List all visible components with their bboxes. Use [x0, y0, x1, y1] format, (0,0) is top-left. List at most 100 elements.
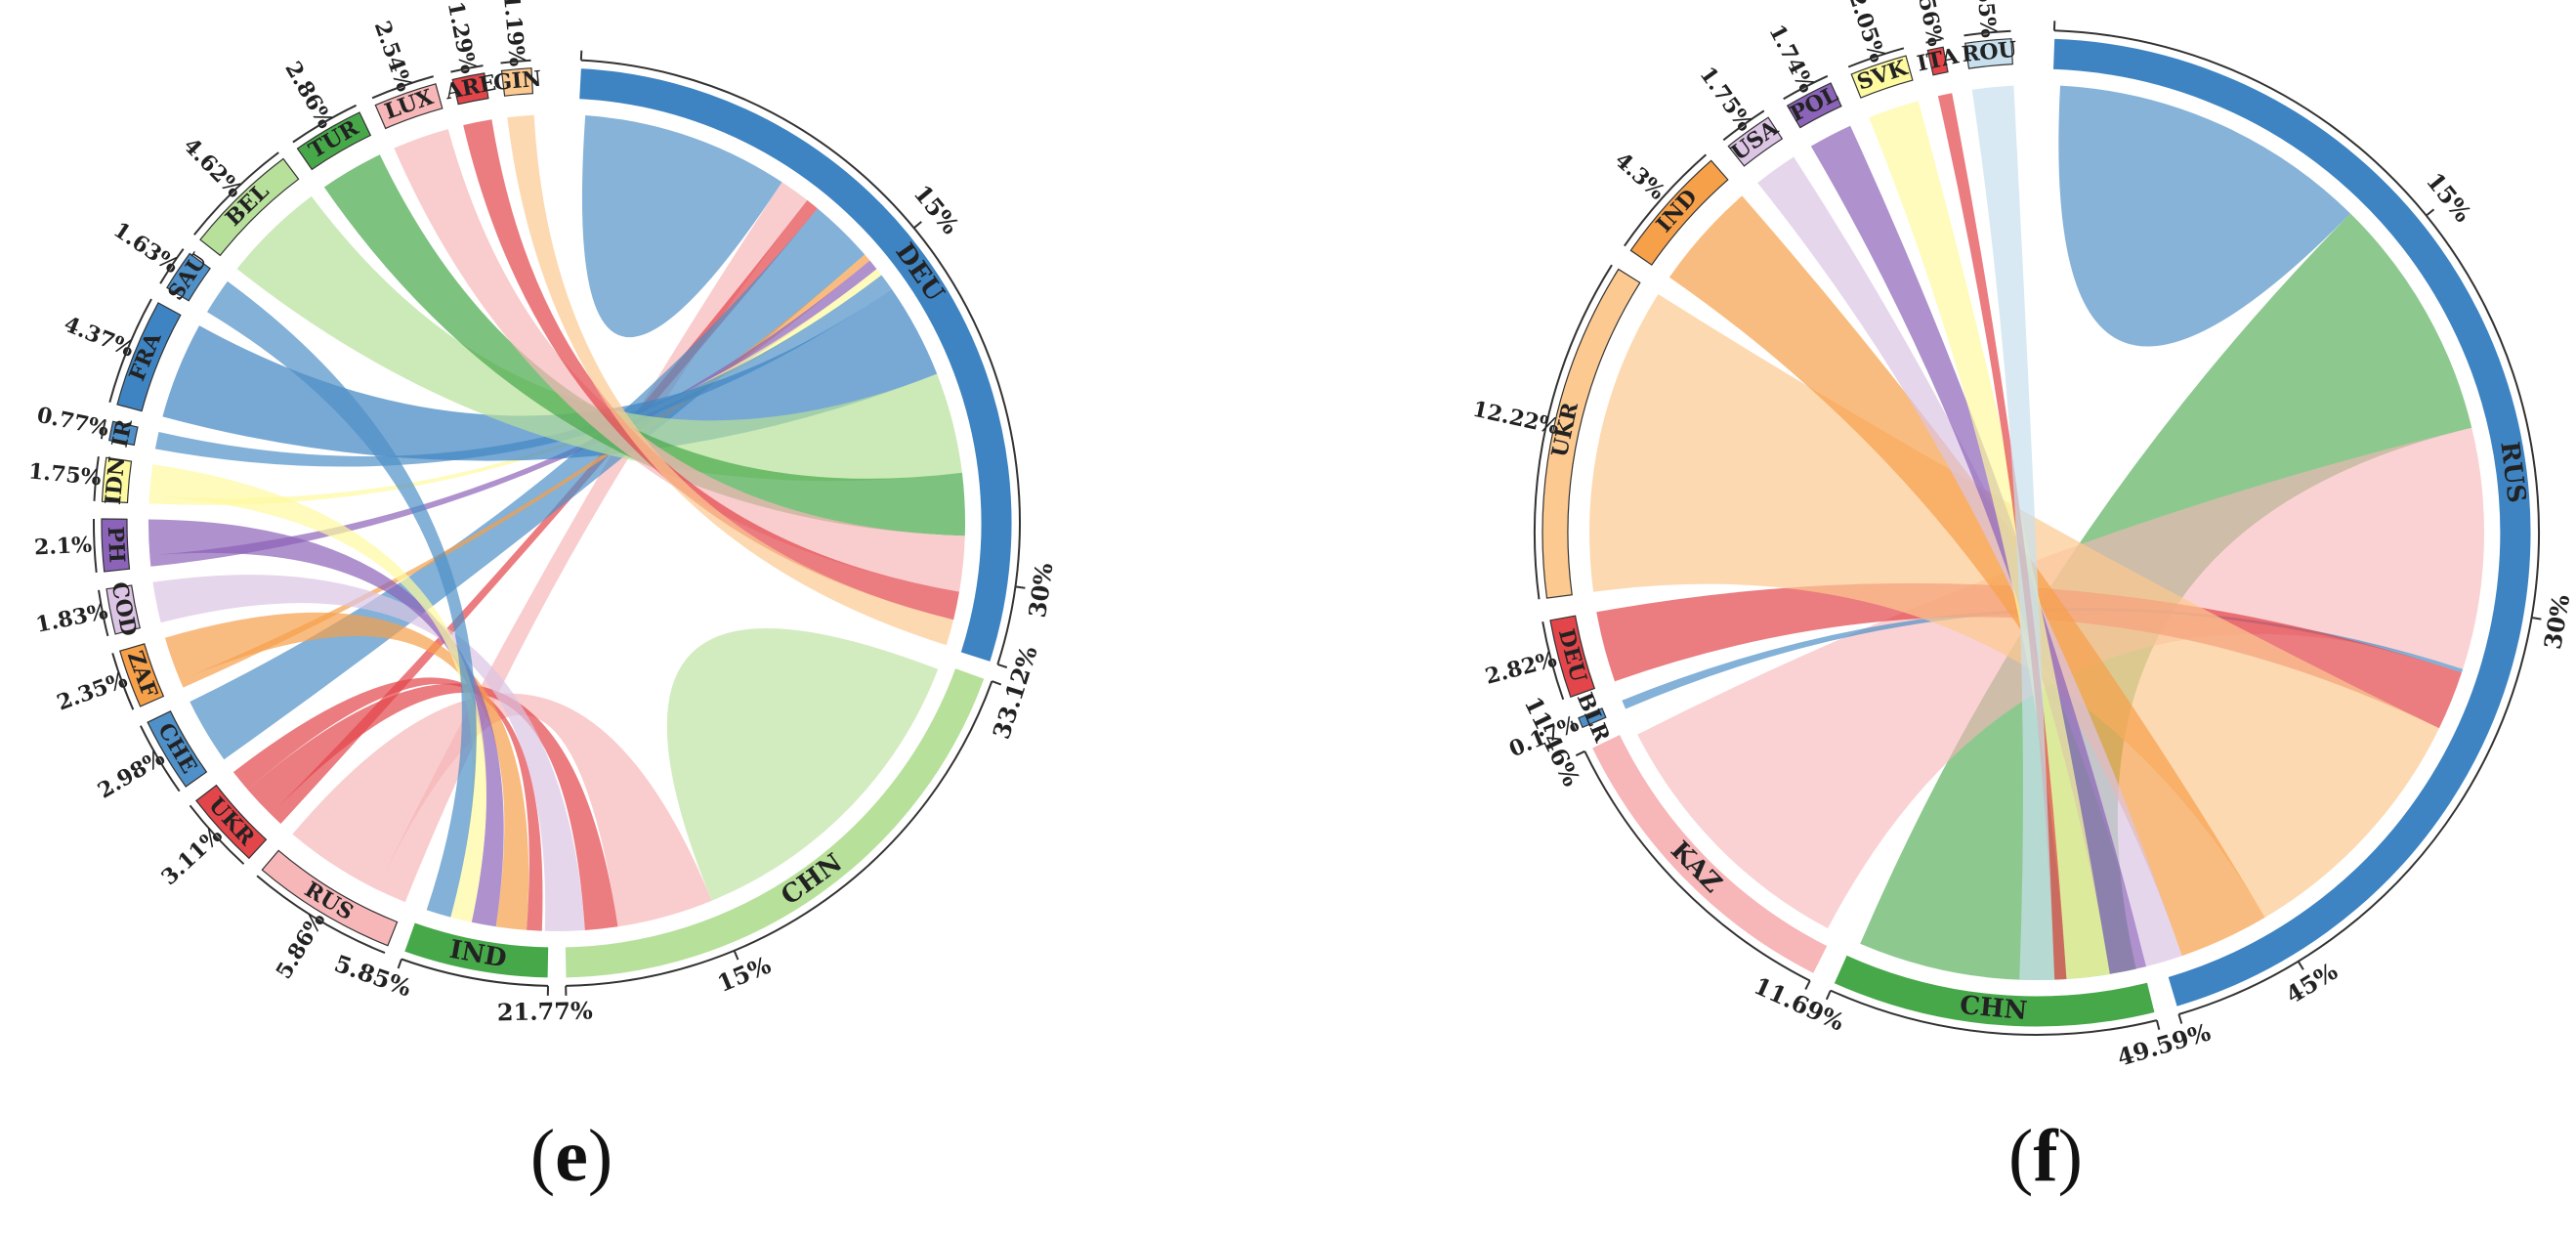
scale-line-ind	[401, 958, 549, 987]
pct-label-idn: 1.75%	[27, 458, 103, 491]
scale-line-deu	[1541, 621, 1565, 701]
scale-tick	[2155, 1019, 2161, 1031]
arc-che	[147, 709, 208, 788]
scale-tick	[992, 680, 1002, 686]
scale-line-sau	[159, 248, 185, 284]
ribbon-ind-rus	[1668, 195, 2265, 957]
arc-label-gin: GIN	[492, 66, 542, 96]
arc-label-are: ARE	[443, 70, 498, 106]
scale-line-are	[450, 64, 484, 73]
scale-tick	[2531, 617, 2542, 621]
arc-tur	[296, 111, 372, 171]
ribbon-svk-rus	[1869, 101, 2110, 980]
scale-line-idn	[93, 456, 100, 501]
pct-label-are: 1.29%	[443, 0, 482, 76]
arc-label-ita: ITA	[1915, 43, 1962, 76]
scale-tick	[397, 959, 402, 969]
scale-line-rus	[256, 875, 386, 955]
scale-tick	[1825, 990, 1832, 1001]
pct-label-gin: 1.19%	[498, 0, 530, 67]
pct-label-phl: 2.1%	[33, 533, 92, 561]
chord-chart-f: RUS15%30%45%49.59%CHN11.69%KAZ11.46%BLR0…	[1470, 0, 2575, 1072]
pct-label-ind: 5.85%	[331, 949, 415, 1003]
pct-label-ukr: 3.11%	[156, 823, 228, 891]
arc-label-idn: IDN	[101, 455, 131, 506]
pct-label-zaf: 2.35%	[54, 667, 131, 716]
pct-label-ita: 0.56%	[1909, 0, 1949, 49]
scale-line-rou	[1964, 29, 2011, 37]
scale-tick	[912, 221, 922, 230]
ribbon-gin-deu	[507, 114, 954, 646]
arc-ukr	[195, 784, 268, 860]
arc-gin	[500, 67, 534, 97]
ribbon-usa-rus	[1757, 156, 2182, 967]
arc-deu	[1549, 615, 1596, 698]
ribbon-ita-rus	[1937, 93, 2067, 980]
pct-label-svk: 2.05%	[1843, 0, 1891, 65]
scale-tick	[1575, 749, 1585, 757]
arc-deu	[578, 67, 1013, 664]
scale-line-che	[140, 725, 181, 792]
arc-zaf	[119, 643, 165, 707]
scale-line-cod	[98, 589, 109, 637]
ribbon-pol-rus	[1810, 125, 2146, 974]
segment-irl: IR0.77%	[34, 403, 139, 450]
arc-label-chn: CHN	[1959, 991, 2028, 1026]
pct-label-lux: 2.54%	[369, 18, 417, 95]
scale-tick	[2426, 208, 2435, 217]
arc-kaz	[1590, 733, 1829, 975]
ribbons	[148, 114, 966, 931]
scale-line-ukr	[1534, 264, 1613, 600]
pct-label-deu: 33.12%	[987, 642, 1043, 742]
scale-line-rus	[2053, 29, 2541, 1015]
scale-line-ukr	[189, 804, 245, 865]
arc-ind	[403, 921, 550, 979]
scale-line-ita	[1925, 38, 1942, 44]
ribbon-sau-ind	[207, 280, 477, 918]
scale-line-ind	[1624, 153, 1708, 247]
scale-line-svk	[1847, 47, 1905, 68]
scale-tick	[579, 50, 583, 61]
arc-rus	[2051, 37, 2532, 1007]
pct-label-cod: 1.83%	[33, 599, 109, 638]
arc-svk	[1850, 55, 1914, 99]
arc-label-phl: PH	[103, 526, 130, 564]
scale-tick	[733, 950, 739, 961]
arc-usa	[1727, 116, 1784, 167]
pct-label-pol: 1.74%	[1763, 21, 1820, 97]
arc-chn	[1833, 954, 2156, 1028]
scale-line-chn	[1830, 989, 2158, 1036]
scale-tick	[2297, 961, 2304, 970]
scale-line-blr	[1570, 720, 1577, 731]
arc-ukr	[1541, 268, 1641, 599]
scale-line-irl	[100, 419, 106, 440]
ribbon-deu-rus	[1596, 582, 2462, 729]
pct-label-irl: 0.77%	[34, 403, 110, 442]
arc-bel	[199, 157, 300, 257]
scale-tick	[1015, 585, 1026, 589]
scale-tick-label: 30%	[1023, 561, 1058, 620]
scale-line-kaz	[1584, 750, 1811, 982]
arc-ind	[1629, 159, 1729, 266]
arc-idn	[101, 456, 133, 504]
ribbon-cod-chn	[152, 575, 585, 931]
arc-rou	[1964, 38, 2013, 69]
panel-label-f: (f)	[2008, 1115, 2083, 1197]
pct-label-ukr: 12.22%	[1470, 397, 1561, 441]
ribbon-lux-deu	[394, 129, 965, 592]
pct-label-chn: 11.69%	[1750, 971, 1848, 1037]
scale-tick	[996, 663, 1008, 668]
ribbon-rou-rus	[1971, 85, 2055, 981]
